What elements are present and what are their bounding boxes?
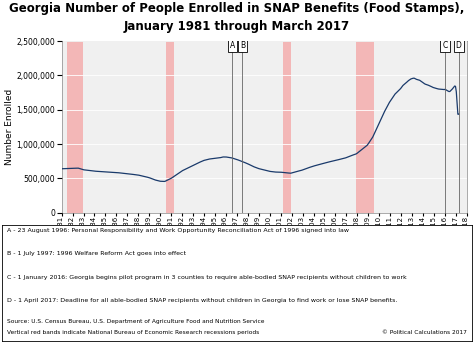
Text: A: A xyxy=(230,41,235,50)
Text: Vertical red bands indicate National Bureau of Economic Research recessions peri: Vertical red bands indicate National Bur… xyxy=(7,330,259,335)
Bar xyxy=(67,41,82,213)
Text: January 1981 through March 2017: January 1981 through March 2017 xyxy=(124,20,350,33)
Text: D: D xyxy=(456,41,462,50)
Text: C - 1 January 2016: Georgia begins pilot program in 3 counties to require able-b: C - 1 January 2016: Georgia begins pilot… xyxy=(7,275,407,280)
Text: D - 1 April 2017: Deadline for all able-bodied SNAP recipients without children : D - 1 April 2017: Deadline for all able-… xyxy=(7,298,397,303)
Text: C: C xyxy=(442,41,447,50)
Text: A - 23 August 1996: Personal Responsibility and Work Opportunity Reconciliation : A - 23 August 1996: Personal Responsibil… xyxy=(7,228,349,233)
Bar xyxy=(356,41,374,213)
Y-axis label: Number Enrolled: Number Enrolled xyxy=(5,89,14,165)
Bar xyxy=(283,41,291,213)
Bar xyxy=(166,41,174,213)
Text: Source: U.S. Census Bureau, U.S. Department of Agriculture Food and Nutrition Se: Source: U.S. Census Bureau, U.S. Departm… xyxy=(7,319,264,324)
Text: Georgia Number of People Enrolled in SNAP Benefits (Food Stamps),: Georgia Number of People Enrolled in SNA… xyxy=(9,2,465,15)
Text: B - 1 July 1997: 1996 Welfare Reform Act goes into effect: B - 1 July 1997: 1996 Welfare Reform Act… xyxy=(7,251,186,257)
Text: © Political Calculations 2017: © Political Calculations 2017 xyxy=(382,330,467,335)
Text: B: B xyxy=(240,41,245,50)
